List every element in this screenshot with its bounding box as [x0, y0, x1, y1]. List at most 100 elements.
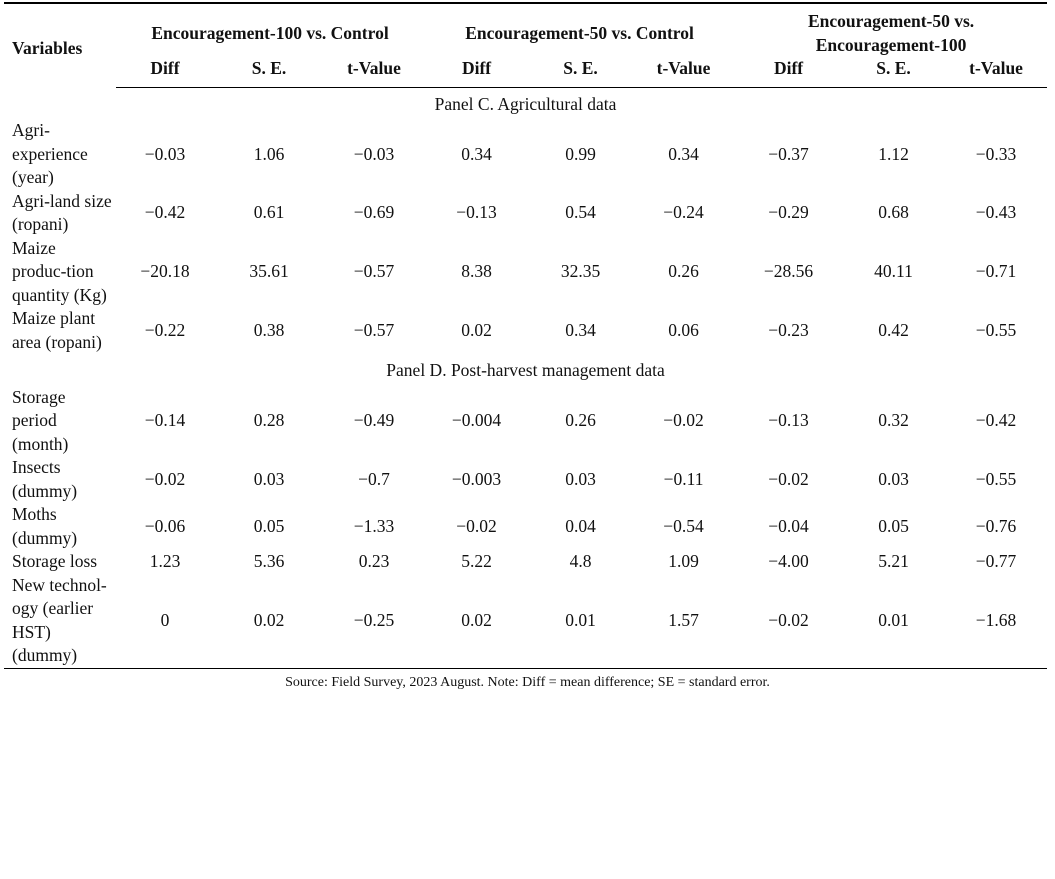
value-cell: −0.14 — [144, 410, 186, 430]
value-cell: −20.18 — [140, 261, 190, 281]
value-cell: 0.01 — [842, 573, 946, 669]
panel-row: Panel C. Agricultural data — [4, 87, 1047, 119]
subcol-header: Diff — [116, 57, 214, 88]
value-cell: 32.35 — [560, 261, 601, 281]
value-cell: −0.29 — [768, 202, 809, 223]
panel-title: Panel C. Agricultural data — [434, 93, 617, 114]
value-cell: −0.03 — [144, 143, 186, 164]
value-cell: −0.71 — [975, 261, 1017, 281]
value-cell: 1.09 — [668, 551, 699, 571]
value-cell: 1.06 — [253, 143, 285, 164]
subcol-header: t-Value — [945, 57, 1048, 88]
value-cell: −0.02 — [456, 515, 497, 536]
variable-label: Moths (dummy) — [12, 504, 78, 548]
value-cell: 0.03 — [565, 468, 596, 489]
value-cell: 1.57 — [632, 573, 736, 669]
value-cell: 40.11 — [874, 261, 913, 281]
value-cell: 4.8 — [569, 551, 592, 571]
value-cell: 0 — [116, 573, 214, 669]
value-cell: −0.04 — [768, 515, 809, 536]
value-cell: 35.61 — [249, 261, 289, 281]
group-header: Encouragement-100 vs. Control — [116, 2, 425, 57]
value-cell: 5.22 — [461, 551, 492, 571]
value-cell: 0.26 — [565, 410, 596, 430]
variable-label: Maize plant area (ropani) — [12, 308, 102, 352]
value-cell: 1.23 — [149, 551, 181, 571]
panel-row: Panel D. Post-harvest management data — [4, 354, 1047, 386]
value-cell: −0.02 — [663, 410, 704, 430]
table-row: Agri-​experience (year) −0.03 1.06 −0.03 0.3… — [4, 119, 1047, 190]
value-cell: −0.003 — [451, 468, 502, 489]
value-cell: 0.02 — [424, 573, 530, 669]
subcol-header: S. E. — [214, 57, 324, 88]
value-cell: 0.26 — [668, 261, 699, 281]
value-cell: −0.37 — [768, 143, 809, 164]
value-cell: 0.34 — [565, 319, 596, 340]
comparison-table: Variables Encouragement-100 vs. Control … — [4, 2, 1048, 669]
value-cell: −1.33 — [353, 515, 395, 536]
value-cell: −0.004 — [451, 410, 502, 430]
variable-label: Agri-​land size (ropani) — [12, 190, 112, 235]
panel-title: Panel D. Post-harvest management data — [386, 360, 665, 380]
value-cell: 0.34 — [461, 143, 492, 164]
value-cell: −0.25 — [324, 573, 425, 669]
value-cell: −0.02 — [735, 573, 843, 669]
value-cell: 0.02 — [214, 573, 324, 669]
variable-label: Agri-​experience (year) — [12, 120, 88, 187]
value-cell: 0.03 — [253, 468, 285, 489]
value-cell: −0.57 — [353, 319, 395, 340]
value-cell: 0.61 — [253, 202, 285, 223]
value-cell: 0.04 — [565, 515, 596, 536]
value-cell: −0.42 — [144, 202, 186, 223]
value-cell: 0.99 — [565, 143, 596, 164]
value-cell: 0.02 — [461, 319, 492, 340]
value-cell: 0.03 — [878, 468, 909, 489]
table-row: Maize plant area (ropani) −0.22 0.38 −0.57 0… — [4, 307, 1047, 354]
value-cell: 0.68 — [878, 202, 909, 223]
value-cell: −0.57 — [353, 261, 395, 281]
value-cell: −4.00 — [768, 551, 809, 571]
table-row: Storage period (month) −0.14 0.28 −0.49 −0.0… — [4, 386, 1047, 457]
value-cell: 0.06 — [668, 319, 699, 340]
value-cell: −28.56 — [763, 261, 814, 281]
value-cell: −0.43 — [975, 202, 1017, 223]
value-cell: −0.13 — [768, 410, 809, 430]
value-cell: 0.38 — [253, 319, 285, 340]
value-cell: −0.13 — [456, 202, 497, 223]
value-cell: −0.02 — [144, 468, 186, 489]
value-cell: 0.54 — [565, 202, 596, 223]
value-cell: −0.02 — [768, 468, 809, 489]
value-cell: −1.68 — [945, 573, 1048, 669]
table-row: Storage loss 1.23 5.36 0.23 5.22 4.8 1.09 −4.00… — [4, 550, 1047, 574]
subcol-header: Diff — [424, 57, 530, 88]
value-cell: 0.28 — [253, 410, 285, 430]
variable-label: Storage loss — [12, 551, 98, 571]
value-cell: 0.42 — [878, 319, 909, 340]
value-cell: −0.55 — [975, 468, 1017, 489]
value-cell: −0.06 — [144, 515, 186, 536]
value-cell: 0.32 — [878, 410, 909, 430]
value-cell: −0.11 — [663, 468, 704, 489]
value-cell: 0.05 — [878, 515, 909, 536]
value-cell: −0.55 — [975, 319, 1017, 340]
variable-label: Storage period (month) — [12, 386, 69, 454]
value-cell: −0.23 — [768, 319, 809, 340]
value-cell: 0.34 — [668, 143, 699, 164]
table-row: Agri-​land size (ropani) −0.42 0.61 −0.69 −0… — [4, 190, 1047, 237]
value-cell: −0.69 — [353, 202, 395, 223]
variable-label: New technol-​ogy (earlier HST) (dummy) — [4, 573, 116, 669]
value-cell: 0.23 — [358, 551, 390, 571]
group-header: Encouragement-50 vs. Control — [424, 2, 736, 57]
value-cell: −0.33 — [975, 143, 1017, 164]
table-row: Moths (dummy) −0.06 0.05 −1.33 −0.02 0.04 −0.5… — [4, 503, 1047, 550]
subcol-header: S. E. — [842, 57, 946, 88]
variable-label: Insects (dummy) — [12, 457, 78, 501]
subcol-header: S. E. — [529, 57, 633, 88]
value-cell: −0.54 — [663, 515, 704, 536]
header-subcol-row: Diff S. E. t-Value Diff S. E. t-Value Diff S. E… — [4, 57, 1048, 88]
value-cell: 5.36 — [253, 551, 285, 571]
table-note: Source: Field Survey, 2023 August. Note:… — [285, 674, 770, 690]
table-row: Insects (dummy) −0.02 0.03 −0.7 −0.003 0.03 −0… — [4, 456, 1047, 503]
value-cell: −0.76 — [975, 515, 1017, 536]
table-row: New technol-​ogy (earlier HST) (dummy) 0 0… — [4, 573, 1048, 669]
